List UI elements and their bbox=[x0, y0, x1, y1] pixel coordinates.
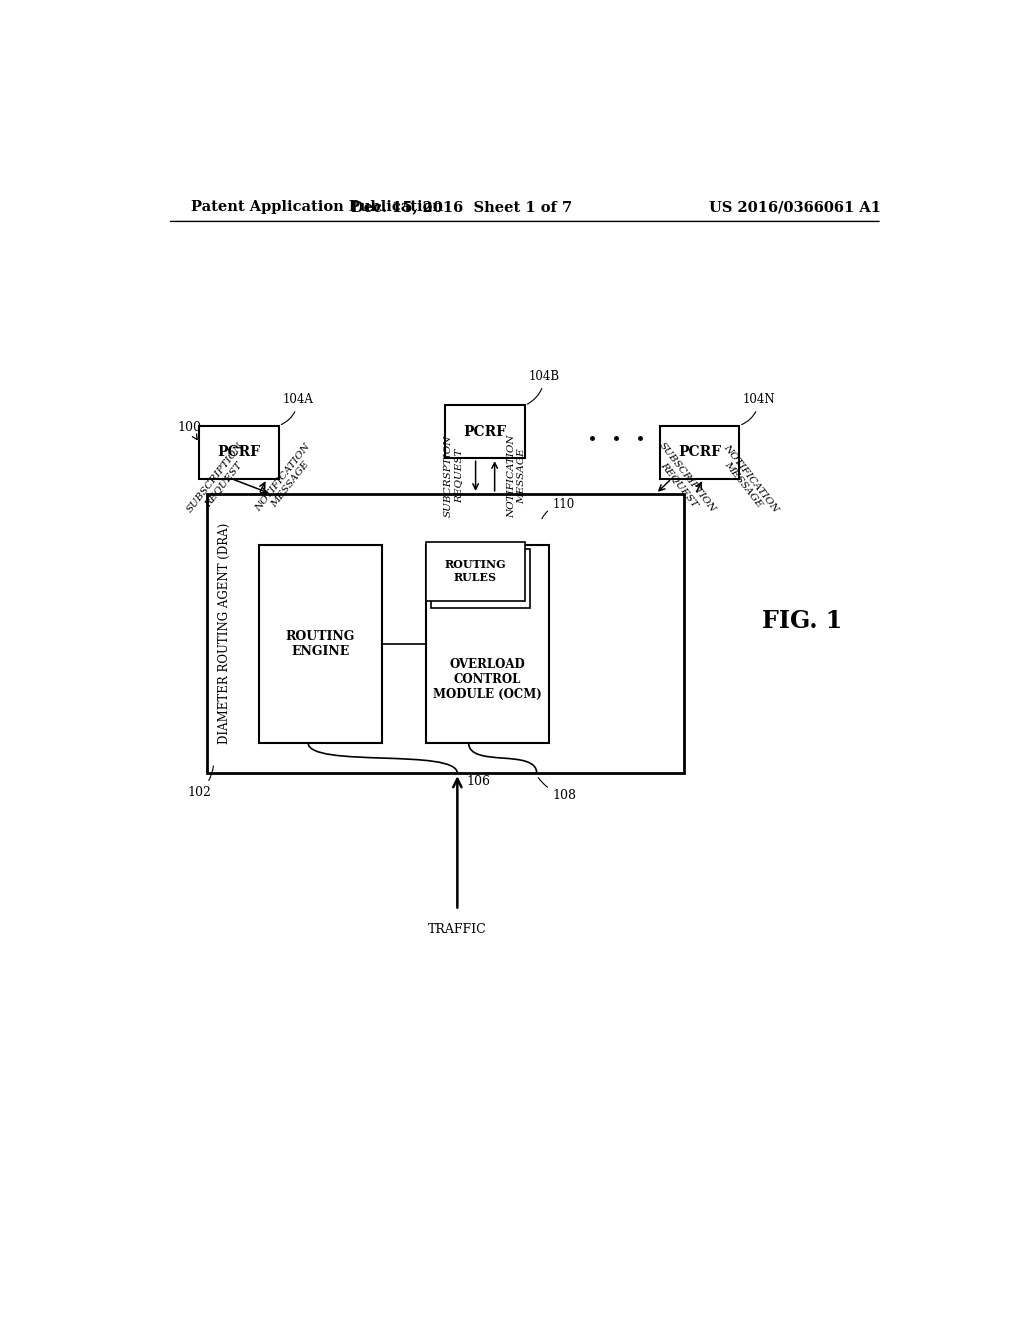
Text: 104A: 104A bbox=[282, 393, 313, 425]
Bar bbox=[659, 426, 739, 479]
Text: PCRF: PCRF bbox=[678, 445, 721, 459]
Text: FIG. 1: FIG. 1 bbox=[763, 609, 843, 632]
Text: NOTIFICATION
MESSAGE: NOTIFICATION MESSAGE bbox=[714, 442, 780, 520]
Text: DIAMETER ROUTING AGENT (DRA): DIAMETER ROUTING AGENT (DRA) bbox=[218, 523, 231, 744]
Text: 104B: 104B bbox=[527, 370, 560, 404]
Bar bbox=[426, 545, 549, 743]
Text: Dec. 15, 2016  Sheet 1 of 7: Dec. 15, 2016 Sheet 1 of 7 bbox=[351, 201, 571, 214]
Text: OVERLOAD
CONTROL
MODULE (OCM): OVERLOAD CONTROL MODULE (OCM) bbox=[433, 657, 542, 701]
Text: PCRF: PCRF bbox=[218, 445, 260, 459]
Text: PCRF: PCRF bbox=[464, 425, 507, 438]
Bar bbox=[259, 545, 382, 743]
Text: 102: 102 bbox=[187, 766, 213, 799]
Text: TRAFFIC: TRAFFIC bbox=[428, 923, 486, 936]
Bar bbox=[426, 541, 525, 601]
Text: ROUTING
RULES: ROUTING RULES bbox=[444, 560, 506, 583]
Text: 108: 108 bbox=[539, 777, 577, 801]
Text: 104N: 104N bbox=[741, 393, 775, 425]
Bar bbox=[445, 405, 525, 458]
Bar bbox=[431, 549, 530, 607]
Text: 100: 100 bbox=[177, 421, 201, 440]
Bar bbox=[200, 426, 279, 479]
Bar bbox=[207, 494, 684, 774]
Text: SUBCRSPTION
REQUEST: SUBCRSPTION REQUEST bbox=[443, 434, 463, 517]
Text: NOTIFICATION
MESSAGE: NOTIFICATION MESSAGE bbox=[253, 442, 321, 520]
Text: SUBSCRIPTION
REQUEST: SUBSCRIPTION REQUEST bbox=[185, 441, 254, 521]
Text: NOTIFICATION
MESSAGE: NOTIFICATION MESSAGE bbox=[507, 434, 526, 517]
Text: US 2016/0366061 A1: US 2016/0366061 A1 bbox=[709, 201, 881, 214]
Text: 106: 106 bbox=[467, 775, 490, 788]
Text: ROUTING
ENGINE: ROUTING ENGINE bbox=[286, 630, 355, 657]
Text: 110: 110 bbox=[542, 498, 574, 519]
Text: Patent Application Publication: Patent Application Publication bbox=[191, 201, 443, 214]
Text: SUBSCRIPTION
REQUEST: SUBSCRIPTION REQUEST bbox=[649, 441, 718, 521]
